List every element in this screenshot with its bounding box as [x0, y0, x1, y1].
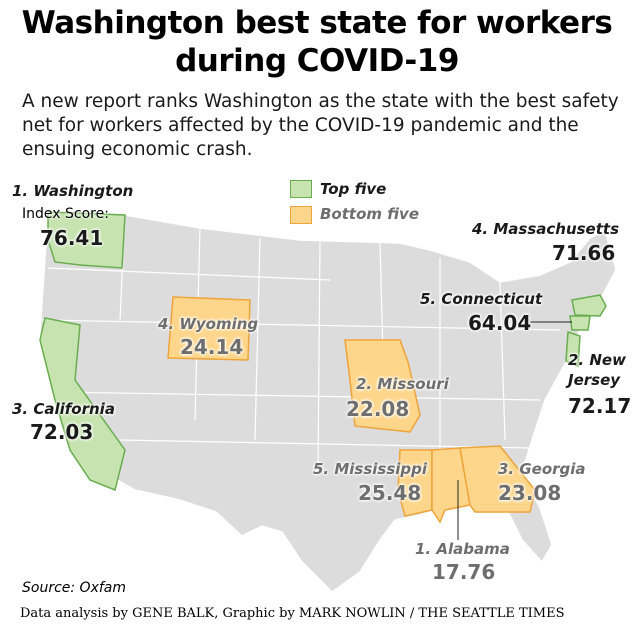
state-washington — [47, 211, 126, 269]
score: 17.76 — [432, 560, 496, 584]
state-connecticut — [569, 315, 591, 331]
score: 22.08 — [346, 397, 410, 421]
score: 23.08 — [498, 481, 562, 505]
state-label: 3. Georgia — [498, 460, 586, 478]
state-label: 5. Connecticut — [420, 290, 543, 308]
state-label: 1. Alabama — [415, 540, 510, 558]
score: 64.04 — [468, 311, 532, 335]
state-label: 1. Washington — [12, 182, 134, 200]
title: Washington best state for workers during… — [21, 5, 613, 79]
state-massachusetts — [571, 294, 607, 317]
state-label: 3. California — [12, 400, 115, 418]
legend-swatch — [290, 180, 312, 198]
score: 71.66 — [552, 241, 616, 265]
state-label: 2. New Jersey — [568, 351, 626, 389]
source: Source: Oxfam — [22, 580, 127, 596]
legend-swatch — [290, 206, 312, 224]
state-wyoming — [167, 296, 251, 361]
score-caption: Index Score: — [22, 206, 109, 222]
us-outline — [39, 211, 617, 593]
credit: Data analysis by GENE BALK, Graphic by M… — [20, 606, 565, 621]
state-label: 5. Mississippi — [313, 460, 428, 478]
state-new-jersey — [565, 330, 581, 368]
score: 76.41 — [40, 226, 104, 250]
state-label: 4. Massachusetts — [472, 220, 620, 238]
state-california — [39, 317, 126, 492]
state-georgia — [459, 445, 536, 513]
legend-label: Top five — [320, 180, 387, 198]
state-label: 2. Missouri — [356, 375, 449, 393]
state-label: 4. Wyoming — [158, 315, 259, 333]
legend-label: Bottom five — [320, 205, 419, 223]
score: 72.17 — [568, 394, 632, 418]
score: 25.48 — [358, 481, 422, 505]
score: 72.03 — [30, 420, 94, 444]
subtitle: A new report ranks Washington as the sta… — [22, 91, 619, 160]
score: 24.14 — [180, 335, 244, 359]
state-missouri — [344, 339, 421, 433]
state-mississippi — [397, 449, 433, 517]
